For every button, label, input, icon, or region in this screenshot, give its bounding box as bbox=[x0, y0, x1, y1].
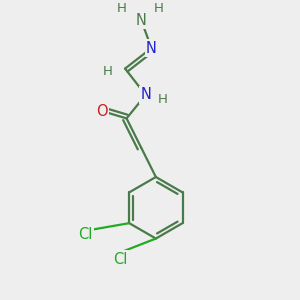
Text: N: N bbox=[136, 13, 147, 28]
Text: N: N bbox=[146, 40, 157, 56]
Text: N: N bbox=[140, 88, 151, 103]
Text: Cl: Cl bbox=[113, 252, 128, 267]
Text: H: H bbox=[154, 2, 164, 15]
Text: H: H bbox=[103, 65, 112, 78]
Text: Cl: Cl bbox=[78, 226, 93, 242]
Text: H: H bbox=[117, 2, 127, 15]
Text: H: H bbox=[158, 93, 168, 106]
Text: O: O bbox=[96, 103, 107, 118]
